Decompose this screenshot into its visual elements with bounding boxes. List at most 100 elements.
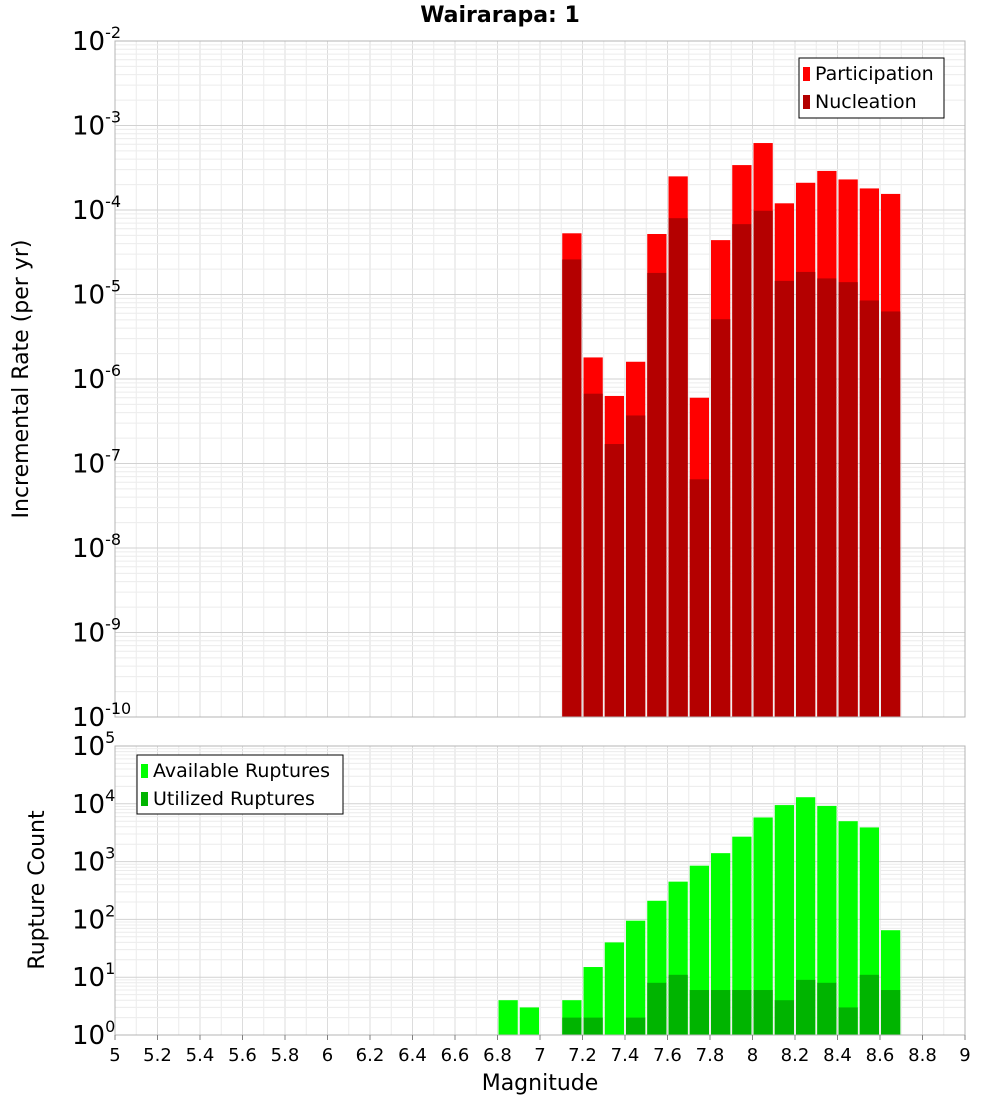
- count-bar-available-ruptures: [498, 1000, 518, 1035]
- bottom-y-axis-label: Rupture Count: [25, 810, 50, 970]
- top-grid: [115, 41, 965, 717]
- x-tick-label: 5.2: [143, 1045, 172, 1066]
- y-tick-label: 10-3: [72, 108, 121, 142]
- rate-bar-nucleation: [689, 479, 709, 717]
- top-plot-frame: [114, 40, 966, 718]
- rate-bar-nucleation: [626, 415, 646, 717]
- count-bar-utilized-ruptures: [838, 1007, 858, 1035]
- count-bar-utilized-ruptures: [753, 990, 773, 1035]
- count-bar-available-ruptures: [817, 805, 837, 1035]
- y-tick-label: 10-7: [72, 446, 121, 480]
- rate-bar-nucleation: [711, 319, 731, 717]
- legend-swatch: [141, 792, 148, 806]
- rate-bar-nucleation: [774, 280, 794, 717]
- x-tick-label: 5.8: [271, 1045, 300, 1066]
- count-bar-available-ruptures: [796, 797, 816, 1035]
- x-tick-label: 6.6: [441, 1045, 470, 1066]
- x-tick-labels: 5 5.2 5.4 5.6 5.8 6 6.2 6.4 6.6 6.8 7 7.2 7.4 7.6 7.8 8…: [109, 1035, 971, 1066]
- y-tick-label: 103: [72, 844, 115, 878]
- legend-swatch: [803, 95, 810, 109]
- count-bar-utilized-ruptures: [583, 1017, 603, 1035]
- x-tick-label: 8.8: [908, 1045, 937, 1066]
- y-tick-label: 101: [72, 959, 115, 993]
- legend-label: Participation: [815, 63, 934, 85]
- x-tick-label: 5: [109, 1045, 120, 1066]
- legend-swatch: [141, 764, 148, 778]
- y-tick-label: 10-6: [72, 361, 121, 395]
- x-tick-label: 8.2: [781, 1045, 810, 1066]
- count-bar-available-ruptures: [838, 821, 858, 1035]
- count-bar-utilized-ruptures: [732, 990, 752, 1035]
- x-tick-label: 7.4: [611, 1045, 640, 1066]
- rate-bar-nucleation: [817, 278, 837, 717]
- y-tick-label: 10-4: [72, 192, 121, 226]
- x-tick-label: 6.2: [356, 1045, 385, 1066]
- y-tick-label: 10-8: [72, 530, 121, 564]
- legend-label: Nucleation: [815, 91, 917, 113]
- rate-bar-nucleation: [562, 259, 582, 717]
- y-tick-label: 10-5: [72, 277, 121, 311]
- x-tick-label: 5.6: [228, 1045, 257, 1066]
- rate-bar-nucleation: [796, 271, 816, 717]
- count-bar-utilized-ruptures: [562, 1017, 582, 1035]
- x-tick-label: 7.6: [653, 1045, 682, 1066]
- x-tick-label: 8.4: [823, 1045, 852, 1066]
- rate-bar-nucleation: [859, 300, 879, 717]
- x-axis-label: Magnitude: [482, 1071, 599, 1096]
- x-tick-label: 7.8: [696, 1045, 725, 1066]
- legend-label: Available Ruptures: [153, 760, 330, 782]
- x-tick-label: 5.4: [186, 1045, 215, 1066]
- count-bar-utilized-ruptures: [626, 1017, 646, 1035]
- count-bar-utilized-ruptures: [859, 974, 879, 1035]
- y-tick-label: 102: [72, 901, 115, 935]
- count-bar-available-ruptures: [604, 942, 624, 1035]
- rate-bar-nucleation: [668, 218, 688, 717]
- rate-bar-nucleation: [647, 272, 667, 717]
- legend-label: Utilized Ruptures: [153, 788, 315, 810]
- rate-bar-nucleation: [838, 282, 858, 717]
- legend-swatch: [803, 67, 810, 81]
- top-y-axis-label: Incremental Rate (per yr): [9, 240, 34, 519]
- rate-bar-nucleation: [583, 393, 603, 717]
- rate-bar-nucleation: [732, 224, 752, 717]
- chart-title: Wairarapa: 1: [420, 3, 580, 28]
- count-bar-available-ruptures: [711, 853, 731, 1035]
- count-bar-utilized-ruptures: [817, 982, 837, 1035]
- bottom-bars: [498, 797, 901, 1035]
- y-tick-label: 105: [72, 728, 115, 762]
- x-tick-label: 6.4: [398, 1045, 427, 1066]
- count-bar-utilized-ruptures: [668, 974, 688, 1035]
- top-legend-box: [798, 57, 945, 119]
- x-tick-label: 8.6: [866, 1045, 895, 1066]
- x-tick-label: 7.2: [568, 1045, 597, 1066]
- x-tick-label: 7: [534, 1045, 545, 1066]
- count-bar-available-ruptures: [753, 817, 773, 1035]
- top-bars: [562, 143, 901, 718]
- rate-bar-nucleation: [604, 444, 624, 717]
- count-bar-utilized-ruptures: [881, 990, 901, 1035]
- count-bar-available-ruptures: [774, 805, 794, 1035]
- count-bar-available-ruptures: [626, 920, 646, 1035]
- x-tick-label: 8: [747, 1045, 758, 1066]
- y-tick-label: 10-2: [72, 23, 121, 57]
- bottom-legend-box: [136, 754, 344, 815]
- count-bar-utilized-ruptures: [796, 979, 816, 1035]
- count-bar-available-ruptures: [732, 836, 752, 1035]
- rate-bar-nucleation: [753, 210, 773, 717]
- x-tick-label: 9: [959, 1045, 970, 1066]
- count-bar-utilized-ruptures: [689, 990, 709, 1035]
- y-tick-label: 104: [72, 786, 115, 820]
- count-bar-available-ruptures: [519, 1007, 539, 1035]
- y-tick-label: 10-9: [72, 615, 121, 649]
- count-bar-utilized-ruptures: [774, 1000, 794, 1035]
- x-tick-label: 6: [322, 1045, 333, 1066]
- count-bar-utilized-ruptures: [647, 982, 667, 1035]
- rate-bar-nucleation: [881, 311, 901, 717]
- top-legend: Participation Nucleation: [798, 57, 945, 119]
- bottom-legend: Available Ruptures Utilized Ruptures: [136, 754, 344, 815]
- count-bar-utilized-ruptures: [711, 990, 731, 1035]
- y-tick-label: 10-10: [72, 699, 131, 733]
